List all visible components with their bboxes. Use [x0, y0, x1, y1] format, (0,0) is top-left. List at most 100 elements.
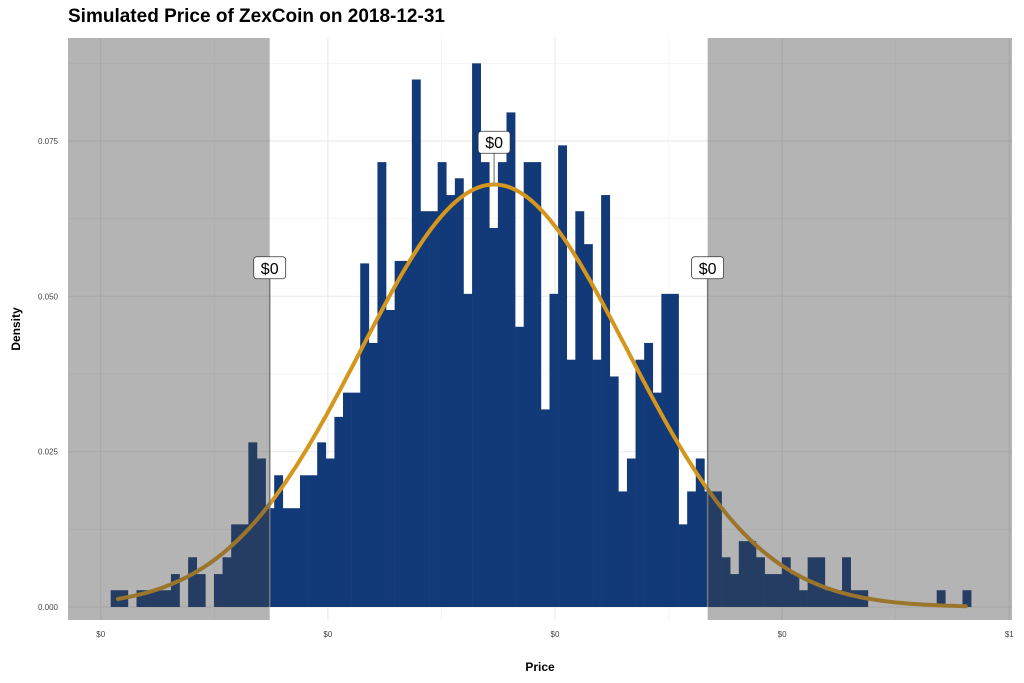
y-tick-label: 0.075 — [38, 137, 59, 146]
histogram-bars — [110, 63, 972, 608]
histogram-bar — [816, 557, 826, 607]
histogram-bar — [325, 458, 335, 607]
histogram-bar — [446, 195, 456, 607]
histogram-bar — [626, 458, 636, 607]
x-tick-label: $0 — [778, 630, 787, 639]
histogram-bar — [850, 590, 860, 607]
histogram-bar — [308, 475, 318, 607]
y-axis-label: Density — [9, 307, 23, 351]
histogram-bar — [403, 260, 413, 607]
histogram-bar — [411, 79, 421, 608]
histogram-bar — [635, 359, 645, 607]
histogram-bar — [790, 574, 800, 607]
histogram-bar — [282, 508, 292, 607]
histogram-bar — [738, 541, 748, 607]
histogram-bar — [420, 211, 430, 607]
histogram-bar — [188, 557, 198, 607]
histogram-bar — [351, 392, 361, 607]
histogram-bar — [317, 442, 327, 607]
histogram-bar — [291, 508, 301, 607]
density-curve — [116, 182, 968, 609]
histogram-bar — [222, 557, 232, 607]
histogram-bar — [532, 162, 542, 607]
histogram-bar — [756, 557, 765, 607]
histogram-bar — [196, 574, 206, 607]
x-axis-label: Price — [525, 660, 555, 674]
histogram-bar — [704, 491, 714, 607]
histogram-bar — [712, 491, 722, 607]
annotations: $0 $0 $0 — [253, 130, 725, 607]
y-tick-label: 0.050 — [38, 292, 59, 301]
histogram-bar — [566, 359, 576, 607]
x-tick-label: $1 — [1005, 630, 1014, 639]
histogram-bar — [592, 359, 602, 607]
histogram-bar — [799, 590, 808, 607]
shaded-regions — [68, 38, 1012, 620]
histogram-bar — [695, 458, 705, 607]
histogram-bar — [377, 162, 387, 607]
histogram-bar — [437, 162, 447, 607]
histogram-bar — [669, 293, 679, 607]
histogram-bar — [153, 590, 163, 607]
histogram-bar — [515, 326, 525, 607]
histogram-bar — [601, 195, 611, 607]
histogram-bar — [170, 574, 180, 607]
histogram-bar — [506, 112, 516, 607]
x-tick-label: $0 — [551, 630, 560, 639]
histogram-bar — [558, 145, 568, 607]
histogram-bar — [824, 590, 834, 607]
histogram-bar — [472, 63, 481, 608]
annotation-label: $0 — [699, 261, 717, 278]
histogram-bar — [489, 227, 499, 607]
shaded-region — [707, 38, 1012, 620]
chart-title: Simulated Price of ZexCoin on 2018-12-31 — [68, 6, 445, 27]
x-tick-label: $0 — [96, 630, 105, 639]
histogram-bar — [764, 574, 774, 607]
histogram-bar — [540, 409, 550, 607]
histogram-bar — [523, 162, 533, 607]
histogram-bar — [609, 376, 619, 607]
histogram-bar — [773, 574, 783, 607]
histogram-bar — [454, 178, 464, 607]
histogram-bar — [618, 491, 628, 607]
histogram-bar — [936, 590, 946, 607]
y-axis-ticks: 0.000 0.025 0.050 0.075 — [38, 137, 59, 612]
x-axis-ticks: $0 $0 $0 $0 $1 — [96, 630, 1014, 639]
histogram-bar — [386, 310, 395, 607]
histogram-bar — [274, 475, 284, 607]
histogram-bar — [463, 293, 473, 607]
histogram-bar — [239, 524, 249, 607]
shaded-region — [68, 38, 270, 620]
histogram-bar — [394, 260, 404, 607]
annotation-label: $0 — [485, 135, 503, 152]
histogram-bar — [213, 574, 223, 607]
histogram-bar — [343, 392, 352, 607]
histogram-bar — [575, 211, 585, 607]
histogram-bar — [661, 293, 671, 607]
x-tick-label: $0 — [323, 630, 332, 639]
histogram-bar — [644, 342, 654, 607]
histogram-bar — [360, 263, 370, 607]
histogram-bar — [110, 590, 120, 607]
histogram-bar — [781, 557, 791, 607]
annotation-label: $0 — [261, 261, 279, 278]
histogram-bar — [652, 392, 662, 607]
histogram-bar — [842, 557, 851, 607]
histogram-bar — [549, 293, 559, 607]
annotation-box — [253, 256, 287, 280]
histogram-bar — [299, 475, 309, 607]
histogram-bar — [256, 458, 266, 607]
histogram-bar — [730, 574, 740, 607]
histogram-bar — [136, 590, 146, 607]
histogram-bar — [687, 491, 697, 607]
histogram-bar — [583, 244, 593, 607]
y-tick-label: 0.025 — [38, 448, 59, 457]
histogram-bar — [480, 162, 490, 607]
histogram-bar — [231, 524, 241, 607]
annotation-box — [477, 130, 511, 154]
histogram-bar — [747, 541, 757, 607]
histogram-bar — [429, 211, 438, 607]
histogram-bar — [962, 590, 972, 607]
histogram-bar — [162, 590, 172, 607]
